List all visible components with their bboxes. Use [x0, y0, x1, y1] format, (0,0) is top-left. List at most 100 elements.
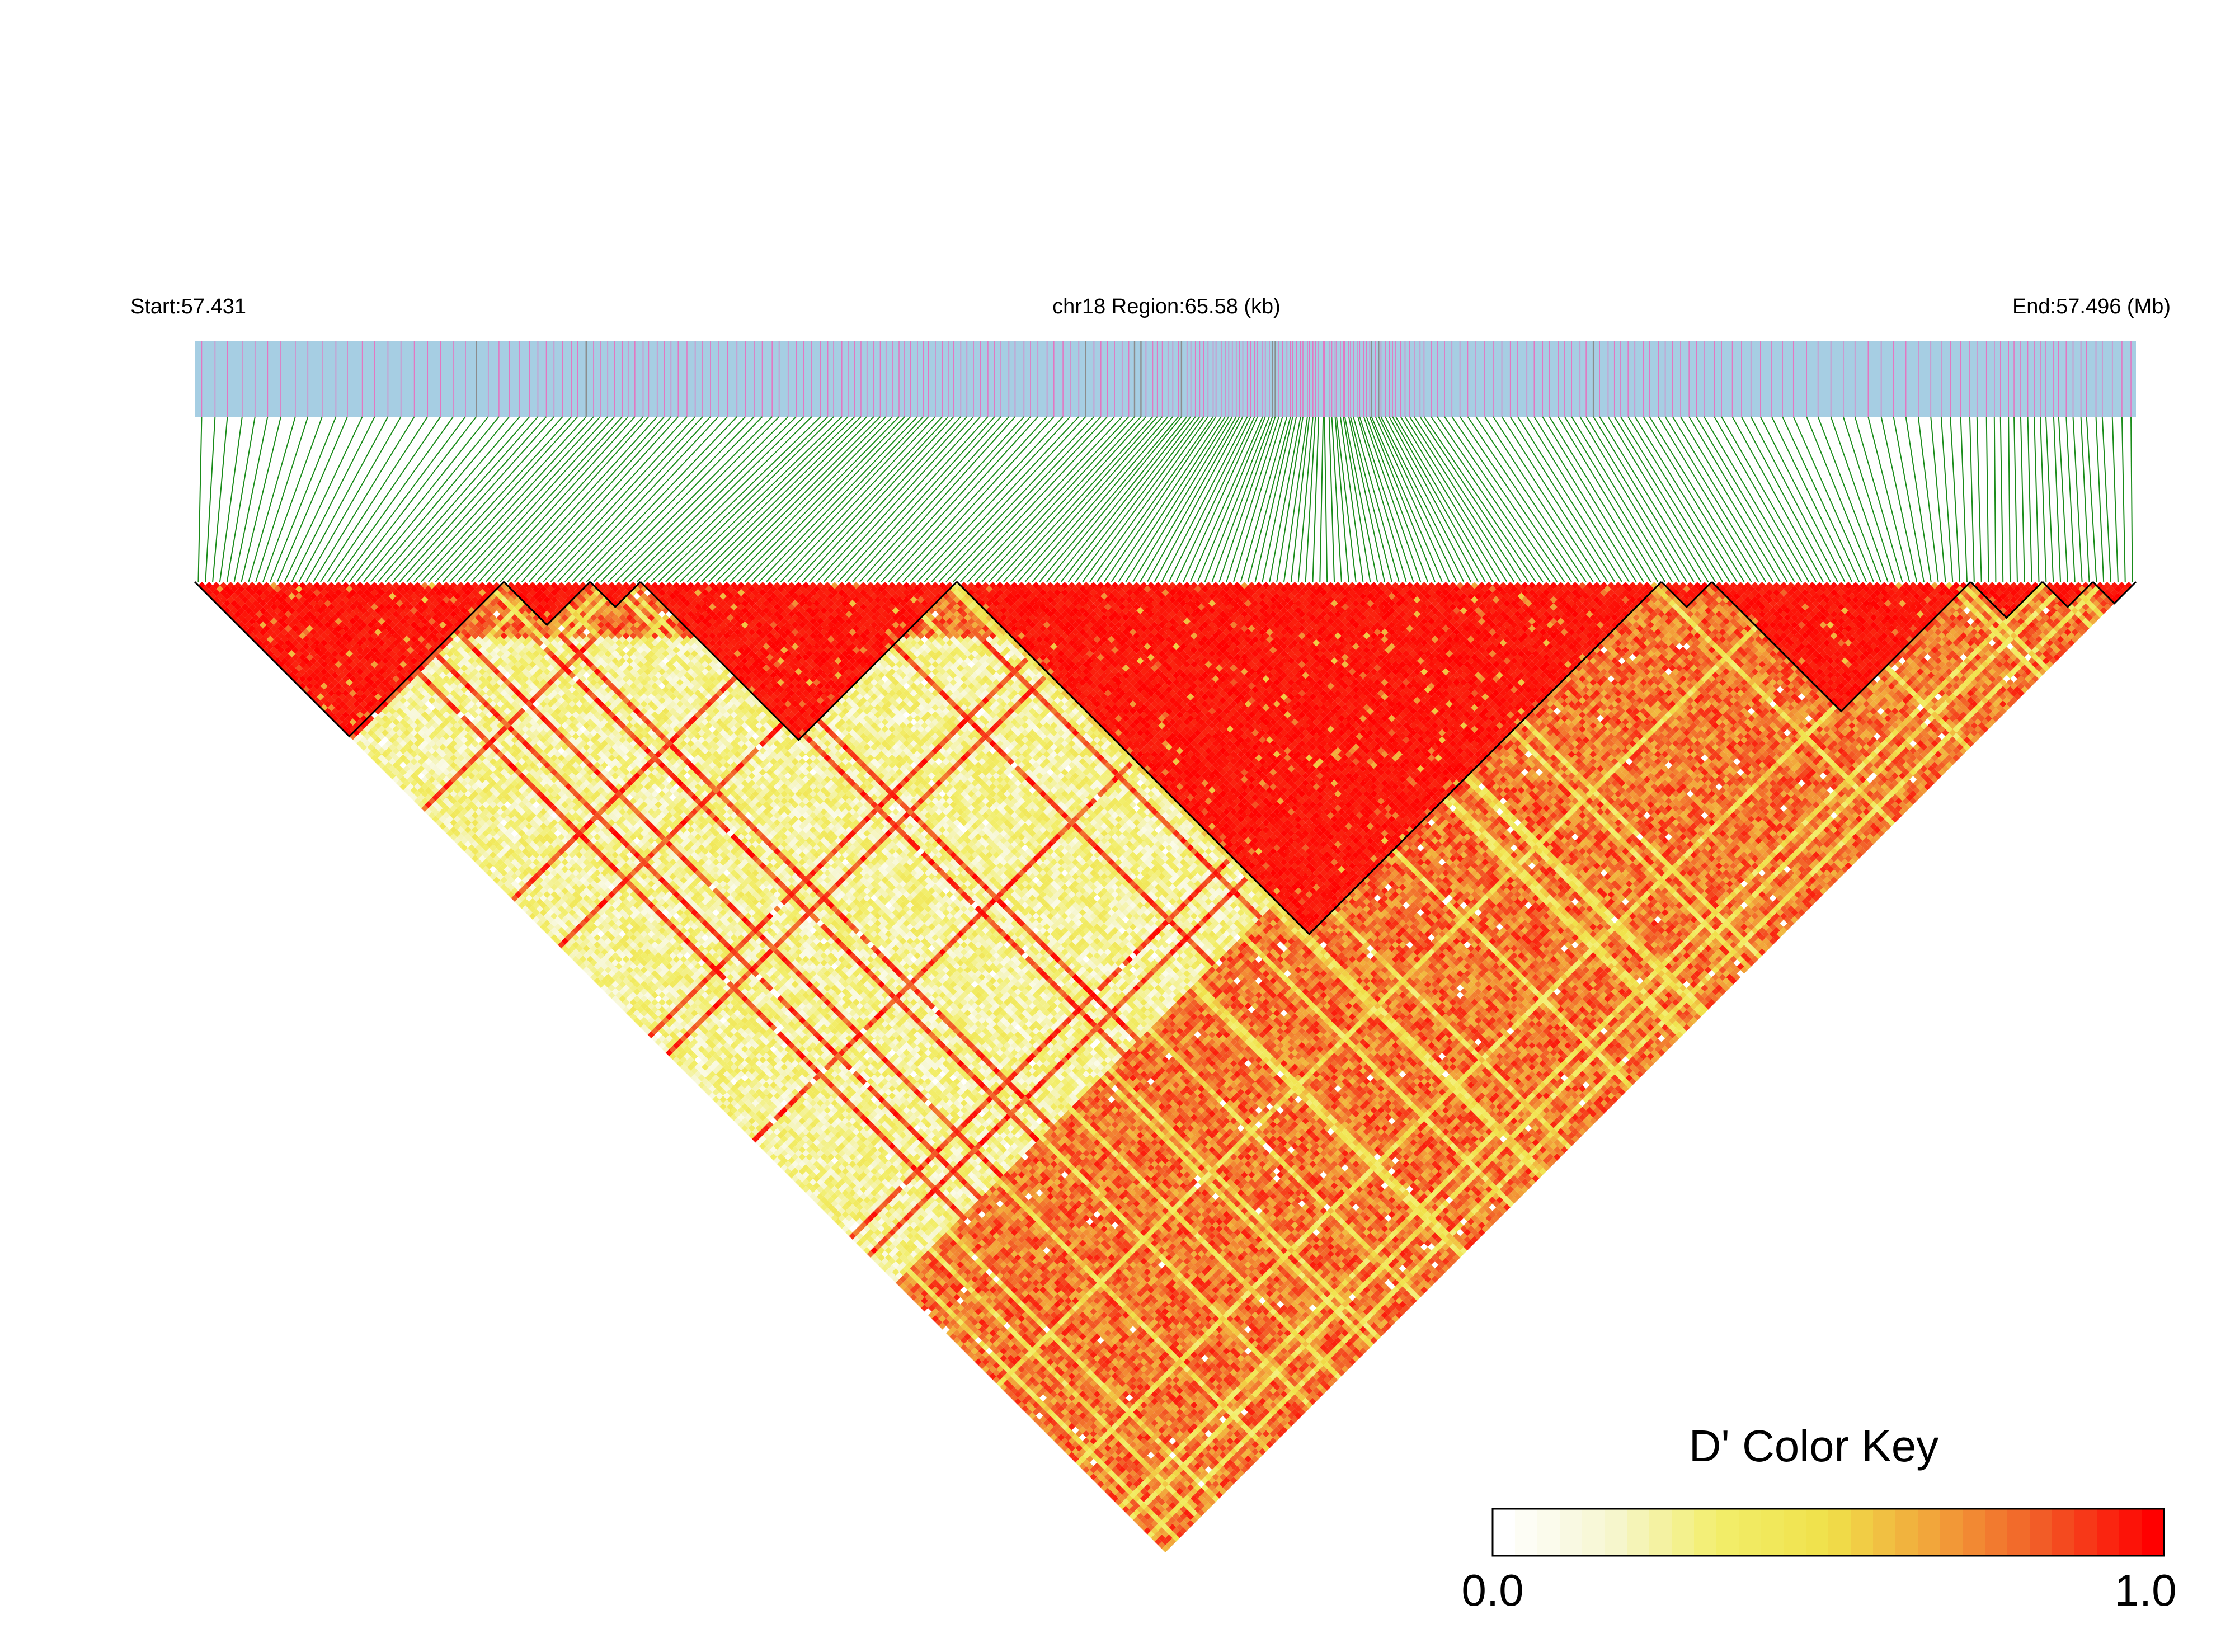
ld-cell — [586, 970, 594, 977]
snp-connector — [1704, 416, 1803, 582]
ld-cell — [227, 603, 234, 611]
snp-position-ticks — [201, 341, 2132, 417]
ld-cell — [478, 855, 486, 863]
ld-cell — [1093, 1477, 1101, 1484]
ld-cell — [1068, 1452, 1076, 1459]
ld-cell — [1133, 1516, 1141, 1524]
ld-cell — [1118, 1502, 1126, 1509]
snp-connector — [1357, 416, 1407, 582]
snp-connector — [435, 416, 587, 582]
snp-connector — [1413, 416, 1522, 582]
ld-cell — [342, 718, 350, 726]
snp-connector — [1324, 416, 1328, 582]
ld-cell — [439, 822, 446, 830]
ld-cell — [1136, 1520, 1144, 1528]
ld-cell — [935, 1319, 943, 1326]
snp-connector — [557, 416, 711, 582]
snp-connector — [384, 416, 530, 582]
snp-connector — [1444, 416, 1558, 582]
ld-cell — [1021, 1405, 1029, 1413]
ld-cell — [496, 880, 504, 888]
ld-cell — [651, 1034, 658, 1042]
ld-cell — [604, 988, 612, 995]
ld-cell — [871, 1254, 878, 1262]
snp-connector — [1060, 416, 1192, 582]
ld-cell — [759, 1142, 766, 1150]
ld-cell — [252, 636, 260, 643]
ld-cell — [439, 815, 446, 823]
snp-connector — [1161, 416, 1248, 582]
ld-cell — [953, 1336, 961, 1344]
snp-connector — [2080, 416, 2090, 582]
snp-connector — [1643, 416, 1745, 582]
ld-cell — [263, 646, 270, 654]
snp-connector — [413, 416, 563, 582]
ld-cell — [845, 1229, 853, 1236]
ld-cell — [324, 707, 332, 715]
snp-connector — [1451, 416, 1565, 582]
snp-connector — [1039, 416, 1179, 582]
ld-cell — [572, 956, 580, 963]
ld-cell — [256, 639, 264, 647]
ld-cell — [238, 614, 245, 622]
snp-connector — [1969, 416, 1975, 582]
snp-connector — [464, 416, 615, 582]
ld-cell — [626, 1009, 633, 1017]
snp-connector — [535, 416, 688, 582]
ld-cell — [234, 610, 242, 618]
snp-connector — [305, 416, 402, 582]
snp-connector — [2058, 416, 2068, 582]
ld-cell — [946, 1329, 953, 1337]
ld-cell — [413, 797, 421, 805]
snp-connector — [1501, 416, 1608, 582]
ld-cell — [824, 1207, 831, 1215]
snp-connector — [1985, 416, 1989, 582]
ld-cell — [633, 1016, 641, 1024]
ld-cell — [773, 1157, 781, 1164]
snp-connector — [1721, 416, 1817, 582]
ld-cell — [309, 686, 317, 694]
snp-connector — [1696, 416, 1795, 582]
ld-cell — [450, 826, 458, 834]
snp-connector — [1880, 416, 1917, 582]
ld-cell — [705, 1089, 713, 1096]
ld-cell — [533, 916, 540, 924]
ld-cell — [1140, 1523, 1147, 1531]
region-title-label: chr18 Region:65.58 (kb) — [1052, 295, 1281, 318]
ld-cell — [547, 930, 554, 938]
ld-cell — [241, 618, 249, 625]
snp-connector — [716, 416, 881, 582]
ld-cell — [1065, 1448, 1072, 1456]
ld-cell — [770, 1153, 777, 1161]
snp-connector — [1366, 416, 1429, 582]
ld-cell — [468, 844, 476, 851]
ld-cell — [683, 1067, 691, 1075]
snp-connector — [1579, 416, 1680, 582]
snp-connector — [226, 416, 256, 582]
snp-connector — [442, 416, 594, 582]
snp-connector — [1369, 416, 1436, 582]
ld-cell — [1086, 1470, 1094, 1477]
snp-connector — [888, 416, 1038, 582]
ld-cell — [518, 901, 526, 909]
ld-cell — [309, 693, 317, 701]
ld-cell — [637, 1020, 644, 1028]
snp-connector — [521, 416, 672, 582]
ld-cell — [733, 1117, 741, 1125]
snp-connector — [1254, 416, 1293, 582]
snp-connector — [2053, 416, 2062, 582]
ld-cell — [367, 743, 375, 751]
snp-connector — [1731, 416, 1824, 582]
ld-cell — [820, 1203, 827, 1211]
snp-connector — [1269, 416, 1301, 582]
ld-cell — [1053, 1437, 1061, 1445]
snp-connector — [1010, 416, 1158, 582]
snp-connector — [1276, 416, 1304, 582]
ld-cell — [791, 1175, 799, 1183]
snp-connector — [1218, 416, 1276, 582]
snp-connector — [1146, 416, 1240, 582]
snp-connector — [1140, 416, 1237, 582]
ld-cell — [471, 855, 479, 863]
snp-connector — [794, 416, 949, 582]
ld-cell — [676, 1060, 684, 1067]
